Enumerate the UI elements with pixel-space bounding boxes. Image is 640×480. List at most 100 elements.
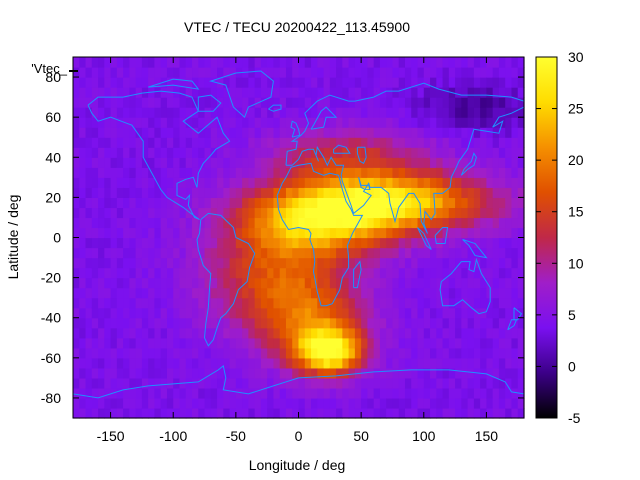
heatmap-cell <box>242 117 249 128</box>
heatmap-cell <box>292 357 300 369</box>
heatmap-cell <box>135 97 143 108</box>
heatmap-cell <box>91 397 99 409</box>
heatmap-cell <box>480 297 488 309</box>
heatmap-cell <box>404 297 412 309</box>
heatmap-cell <box>492 307 500 319</box>
heatmap-cell <box>354 247 362 259</box>
heatmap-cell <box>91 207 99 219</box>
heatmap-cell <box>248 267 256 279</box>
heatmap-cell <box>329 217 337 229</box>
heatmap-cell <box>148 287 156 299</box>
heatmap-cell <box>79 357 87 369</box>
heatmap-cell <box>267 287 275 299</box>
heatmap-cell <box>404 127 412 138</box>
heatmap-cell <box>129 127 137 138</box>
heatmap-cell <box>104 87 112 98</box>
heatmap-cell <box>379 157 387 168</box>
heatmap-cell <box>229 147 237 158</box>
heatmap-cell <box>154 277 162 289</box>
heatmap-cell <box>498 197 506 209</box>
heatmap-cell <box>248 287 256 299</box>
heatmap-cell <box>392 257 400 269</box>
heatmap-cell <box>141 97 149 108</box>
heatmap-cell <box>104 117 112 128</box>
heatmap-cell <box>486 77 494 88</box>
heatmap-cell <box>192 287 199 299</box>
heatmap-cell <box>511 277 519 289</box>
heatmap-cell <box>135 277 143 289</box>
heatmap-cell <box>104 397 112 409</box>
heatmap-cell <box>386 67 394 78</box>
heatmap-cell <box>210 187 218 198</box>
heatmap-cell <box>198 197 206 209</box>
heatmap-cell <box>311 397 318 409</box>
heatmap-cell <box>135 327 143 339</box>
heatmap-cell <box>210 127 218 138</box>
heatmap-cell <box>185 297 193 309</box>
x-tick-label: 0 <box>295 428 303 444</box>
heatmap-cell <box>329 107 337 118</box>
heatmap-cell <box>411 327 419 339</box>
heatmap-cell <box>411 337 419 349</box>
heatmap-cell <box>198 157 206 168</box>
heatmap-cell <box>260 297 268 309</box>
heatmap-cell <box>430 267 437 279</box>
heatmap-cell <box>486 117 494 128</box>
heatmap-cell <box>235 227 243 239</box>
x-tick-label: -150 <box>97 428 125 444</box>
heatmap-cell <box>254 407 262 419</box>
heatmap-cell <box>166 407 174 419</box>
heatmap-cell <box>404 367 412 379</box>
heatmap-cell <box>292 377 300 389</box>
heatmap-cell <box>436 227 444 239</box>
heatmap-cell <box>323 267 331 279</box>
heatmap-cell <box>254 227 262 239</box>
heatmap-cell <box>323 407 331 419</box>
heatmap-cell <box>98 197 105 209</box>
heatmap-cell <box>304 137 312 148</box>
heatmap-cell <box>342 247 350 259</box>
heatmap-cell <box>179 207 187 219</box>
heatmap-cell <box>505 187 513 198</box>
heatmap-cell <box>198 57 206 68</box>
heatmap-cell <box>279 287 287 299</box>
heatmap-cell <box>417 197 425 209</box>
heatmap-cell <box>480 257 488 269</box>
heatmap-cell <box>204 187 212 198</box>
heatmap-cell <box>229 67 237 78</box>
heatmap-cell <box>104 297 112 309</box>
heatmap-cell <box>480 337 488 349</box>
heatmap-cell <box>361 237 368 249</box>
heatmap-cell <box>342 287 350 299</box>
heatmap-cell <box>455 57 462 68</box>
heatmap-cell <box>311 107 318 118</box>
heatmap-cell <box>423 97 431 108</box>
heatmap-cell <box>411 307 419 319</box>
heatmap-cell <box>79 177 87 188</box>
heatmap-cell <box>104 177 112 188</box>
heatmap-cell <box>505 357 513 369</box>
heatmap-cell <box>185 377 193 389</box>
heatmap-cell <box>91 377 99 389</box>
heatmap-cell <box>173 157 181 168</box>
heatmap-cell <box>179 147 187 158</box>
heatmap-cell <box>467 167 475 178</box>
heatmap-cell <box>448 307 456 319</box>
heatmap-cell <box>455 67 462 78</box>
heatmap-cell <box>204 67 212 78</box>
heatmap-cell <box>154 107 162 118</box>
heatmap-cell <box>73 147 80 158</box>
heatmap-cell <box>336 227 343 239</box>
heatmap-cell <box>398 407 406 419</box>
heatmap-cell <box>141 407 149 419</box>
coastline-canada-islands <box>148 78 200 90</box>
heatmap-cell <box>492 87 500 98</box>
heatmap-cell <box>361 297 368 309</box>
heatmap-cell <box>98 87 105 98</box>
heatmap-cell <box>154 97 162 108</box>
heatmap-cell <box>430 377 437 389</box>
heatmap-cell <box>160 357 168 369</box>
heatmap-cell <box>317 387 325 399</box>
heatmap-cell <box>242 337 249 349</box>
heatmap-cell <box>229 297 237 309</box>
